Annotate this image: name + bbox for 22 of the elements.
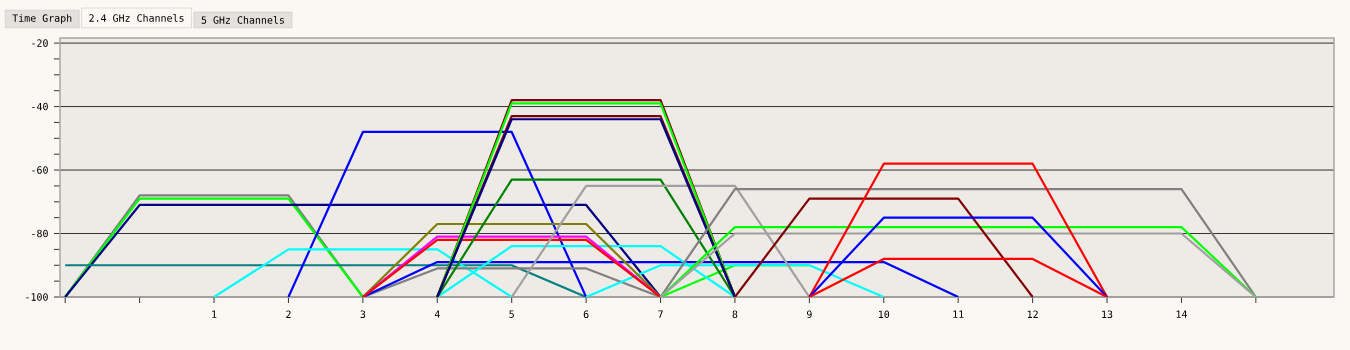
x-tick-label: 4 — [434, 310, 440, 318]
text: 2.4 GHz Channels — [89, 14, 184, 22]
x-tick-label: 14 — [1176, 310, 1187, 318]
y-tick-label: -80 — [32, 229, 48, 238]
x-tick-label: 3 — [360, 310, 366, 319]
x-tick-label: 7 — [658, 310, 663, 318]
x-tick-label: 8 — [732, 310, 738, 319]
y-tick-label: -40 — [32, 102, 48, 111]
y-tick-label: -100 — [26, 293, 48, 301]
x-tick-label: 13 — [1102, 310, 1113, 319]
y-tick-label: -20 — [32, 39, 48, 47]
x-tick-label: 11 — [953, 310, 964, 318]
x-tick-label: 6 — [583, 310, 589, 319]
x-tick-label: 9 — [806, 310, 812, 319]
x-tick-label: 10 — [878, 310, 890, 319]
x-tick-label: 5 — [509, 310, 514, 318]
x-tick-label: 1 — [212, 310, 217, 318]
y-tick-label: -60 — [32, 166, 48, 174]
x-tick-label: 12 — [1027, 310, 1038, 318]
text: Time Graph — [12, 14, 72, 24]
text: 5 GHz Channels — [201, 16, 284, 24]
x-tick-label: 2 — [286, 310, 291, 318]
